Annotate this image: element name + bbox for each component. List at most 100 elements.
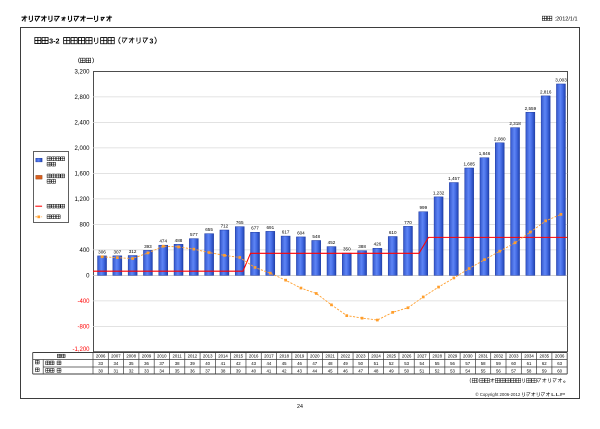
svg-text:1,846: 1,846 [479, 151, 491, 156]
svg-text:43: 43 [297, 369, 302, 374]
svg-text:548: 548 [312, 234, 320, 239]
svg-text:2013: 2013 [203, 354, 213, 359]
svg-text:400: 400 [79, 248, 90, 254]
svg-text:691: 691 [266, 225, 274, 230]
svg-text:393: 393 [144, 244, 152, 249]
svg-text:2028: 2028 [432, 354, 442, 359]
svg-text:51: 51 [420, 369, 425, 374]
svg-text:2016: 2016 [249, 354, 259, 359]
svg-text:32: 32 [129, 369, 134, 374]
svg-text:34: 34 [159, 369, 164, 374]
svg-text:2036: 2036 [555, 354, 565, 359]
svg-text:36: 36 [144, 361, 149, 366]
svg-text:2017: 2017 [264, 354, 274, 359]
svg-text:53: 53 [404, 361, 409, 366]
svg-text:610: 610 [389, 230, 397, 235]
svg-text::2012/1/1: :2012/1/1 [555, 17, 578, 23]
svg-text:44: 44 [312, 369, 317, 374]
svg-text:53: 53 [450, 369, 455, 374]
svg-text:2012: 2012 [188, 354, 198, 359]
svg-text:-1,200: -1,200 [72, 347, 90, 353]
svg-text:35: 35 [129, 361, 134, 366]
svg-text:2,318: 2,318 [509, 121, 521, 126]
svg-text:LLP: LLP [551, 392, 565, 398]
svg-text:474: 474 [159, 239, 167, 244]
svg-text:51: 51 [374, 361, 379, 366]
svg-text:31: 31 [114, 369, 119, 374]
svg-text:655: 655 [205, 227, 213, 232]
svg-text:307: 307 [113, 249, 121, 254]
svg-text:488: 488 [175, 238, 183, 243]
svg-text:2015: 2015 [234, 354, 244, 359]
svg-text:54: 54 [420, 361, 425, 366]
svg-text:47: 47 [358, 369, 363, 374]
svg-text:2035: 2035 [540, 354, 550, 359]
svg-text:2024: 2024 [371, 354, 381, 359]
svg-text:46: 46 [297, 361, 302, 366]
svg-text:1,457: 1,457 [448, 176, 460, 181]
svg-text:2010: 2010 [157, 354, 167, 359]
svg-text:2008: 2008 [126, 354, 136, 359]
svg-text:2023: 2023 [356, 354, 366, 359]
svg-text:(: ( [470, 378, 472, 384]
svg-text:37: 37 [205, 369, 210, 374]
svg-text:39: 39 [236, 369, 241, 374]
svg-text:2,400: 2,400 [74, 121, 90, 127]
svg-text:45: 45 [282, 361, 287, 366]
svg-text:388: 388 [358, 244, 366, 249]
svg-text:42: 42 [282, 369, 287, 374]
svg-text:59: 59 [542, 369, 547, 374]
svg-text:3,003: 3,003 [555, 78, 567, 83]
svg-text:765: 765 [236, 220, 244, 225]
svg-text:48: 48 [328, 361, 333, 366]
svg-text:35: 35 [175, 369, 180, 374]
svg-text:30: 30 [98, 369, 103, 374]
svg-text:2,816: 2,816 [540, 89, 552, 94]
svg-text:57: 57 [465, 361, 470, 366]
svg-text:24: 24 [297, 404, 303, 410]
svg-text:2009: 2009 [142, 354, 152, 359]
svg-text:2007: 2007 [111, 354, 121, 359]
svg-text:1,600: 1,600 [74, 172, 90, 178]
svg-text:58: 58 [527, 369, 532, 374]
svg-text:2030: 2030 [463, 354, 473, 359]
svg-text:34: 34 [114, 361, 119, 366]
svg-text:1,232: 1,232 [433, 190, 445, 195]
svg-text:770: 770 [404, 220, 412, 225]
svg-text:63: 63 [557, 361, 562, 366]
svg-text:3: 3 [149, 37, 153, 46]
svg-text:44: 44 [267, 361, 272, 366]
svg-text:62: 62 [542, 361, 547, 366]
svg-text:2025: 2025 [387, 354, 397, 359]
svg-text:3,200: 3,200 [74, 70, 90, 76]
svg-text:0: 0 [86, 274, 90, 280]
svg-text:452: 452 [328, 240, 336, 245]
svg-text:© Copyright 2006-2012: © Copyright 2006-2012 [475, 392, 521, 397]
svg-text:2,800: 2,800 [74, 95, 90, 101]
svg-text:42: 42 [236, 361, 241, 366]
svg-text:3-2: 3-2 [49, 36, 59, 45]
svg-text:46: 46 [343, 369, 348, 374]
svg-text:52: 52 [389, 361, 394, 366]
svg-text:41: 41 [267, 369, 272, 374]
svg-text:2014: 2014 [218, 354, 228, 359]
svg-text:50: 50 [358, 361, 363, 366]
svg-text:2021: 2021 [325, 354, 335, 359]
svg-text:58: 58 [481, 361, 486, 366]
svg-text:2,000: 2,000 [74, 146, 90, 152]
svg-text:43: 43 [251, 361, 256, 366]
svg-text:40: 40 [251, 369, 256, 374]
svg-text:33: 33 [144, 369, 149, 374]
svg-text:426: 426 [374, 242, 382, 247]
svg-text:2019: 2019 [295, 354, 305, 359]
svg-text:56: 56 [496, 369, 501, 374]
svg-text:37: 37 [159, 361, 164, 366]
svg-text:2027: 2027 [417, 354, 427, 359]
svg-text:50: 50 [404, 369, 409, 374]
svg-text:55: 55 [435, 361, 440, 366]
svg-text:2026: 2026 [402, 354, 412, 359]
svg-text:49: 49 [343, 361, 348, 366]
svg-text:306: 306 [98, 249, 106, 254]
svg-text:2022: 2022 [341, 354, 351, 359]
svg-text:577: 577 [190, 232, 198, 237]
